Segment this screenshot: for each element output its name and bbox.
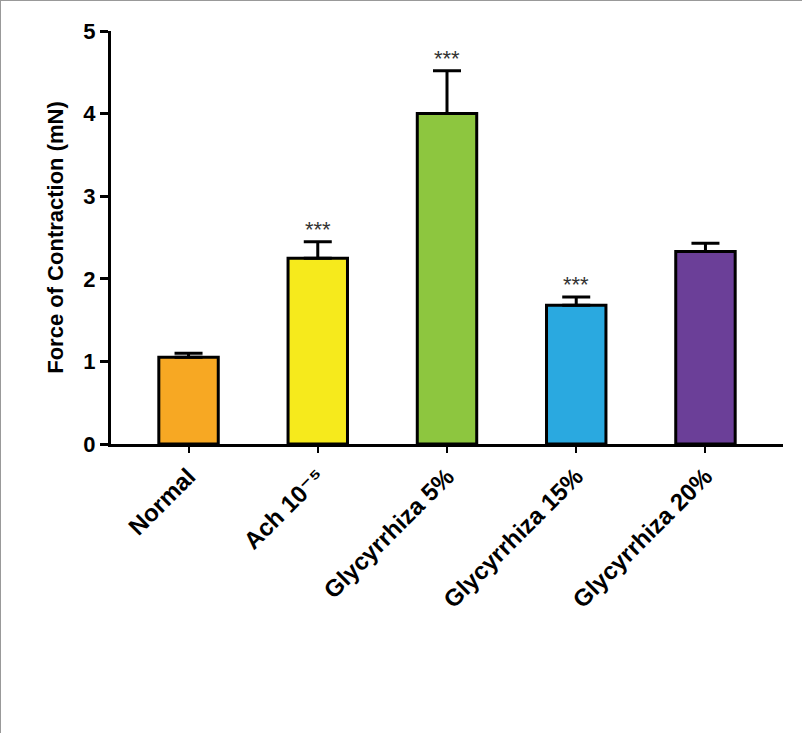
svg-text:Normal: Normal — [123, 463, 201, 541]
svg-text:Ach 10⁻⁵: Ach 10⁻⁵ — [238, 463, 330, 555]
svg-text:Force of Contraction (mN): Force of Contraction (mN) — [43, 101, 68, 374]
svg-text:Glycyrrhiza 20%: Glycyrrhiza 20% — [567, 463, 717, 613]
svg-text:2: 2 — [83, 267, 95, 292]
svg-text:Glycyrrhiza 5%: Glycyrrhiza 5% — [318, 463, 459, 604]
svg-text:1: 1 — [83, 349, 95, 374]
svg-text:***: *** — [563, 272, 589, 297]
svg-text:***: *** — [305, 217, 331, 242]
svg-text:Glycyrrhiza 15%: Glycyrrhiza 15% — [438, 463, 588, 613]
svg-text:***: *** — [434, 46, 460, 71]
svg-text:0: 0 — [83, 432, 95, 457]
svg-text:4: 4 — [83, 101, 96, 126]
svg-text:3: 3 — [83, 184, 95, 209]
svg-text:5: 5 — [83, 19, 95, 44]
